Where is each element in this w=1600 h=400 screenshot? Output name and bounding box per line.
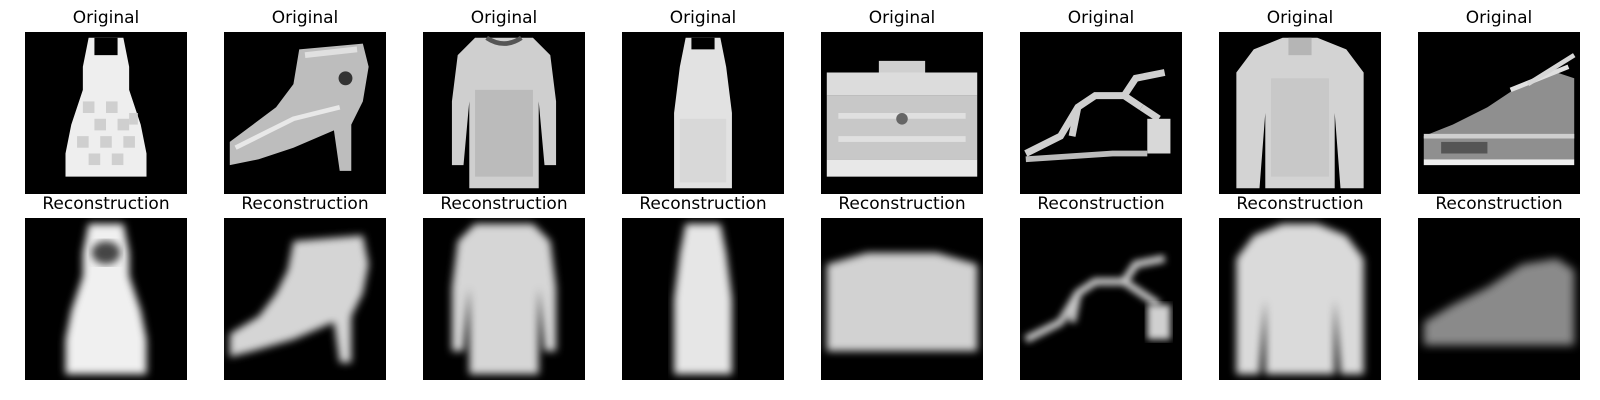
original-image-2: [224, 32, 386, 194]
bag-icon: [821, 218, 983, 380]
reconstruction-image-7: [1219, 218, 1381, 380]
long-dress-icon: [423, 218, 585, 380]
ankle-boot-icon: [224, 32, 386, 194]
title-reconstruction-7: Reconstruction: [1236, 194, 1364, 214]
pullover-icon: [1219, 218, 1381, 380]
dress-icon: [25, 32, 187, 194]
original-image-5: [821, 32, 983, 194]
reconstruction-image-2: [224, 218, 386, 380]
slim-dress-icon: [622, 32, 784, 194]
title-reconstruction-6: Reconstruction: [1037, 194, 1165, 214]
dress-icon: [25, 218, 187, 380]
original-image-1: [25, 32, 187, 194]
title-original-3: Original: [470, 8, 538, 28]
original-image-3: [423, 32, 585, 194]
long-dress-icon: [423, 32, 585, 194]
reconstruction-image-5: [821, 218, 983, 380]
title-reconstruction-1: Reconstruction: [42, 194, 170, 214]
title-reconstruction-2: Reconstruction: [241, 194, 369, 214]
original-image-6: [1020, 32, 1182, 194]
title-reconstruction-5: Reconstruction: [838, 194, 966, 214]
reconstruction-image-4: [622, 218, 784, 380]
ankle-boot-icon: [224, 218, 386, 380]
reconstruction-image-6: [1020, 218, 1182, 380]
title-original-1: Original: [72, 8, 140, 28]
title-original-8: Original: [1465, 8, 1533, 28]
title-reconstruction-8: Reconstruction: [1435, 194, 1563, 214]
bag-icon: [821, 32, 983, 194]
pullover-icon: [1219, 32, 1381, 194]
original-image-4: [622, 32, 784, 194]
reconstruction-image-1: [25, 218, 187, 380]
title-original-4: Original: [669, 8, 737, 28]
original-image-7: [1219, 32, 1381, 194]
slim-dress-icon: [622, 218, 784, 380]
title-original-6: Original: [1067, 8, 1135, 28]
sneaker-icon: [1418, 32, 1580, 194]
sandal-icon: [1020, 32, 1182, 194]
title-reconstruction-4: Reconstruction: [639, 194, 767, 214]
original-image-8: [1418, 32, 1580, 194]
reconstruction-image-8: [1418, 218, 1580, 380]
sneaker-icon: [1418, 218, 1580, 380]
title-original-5: Original: [868, 8, 936, 28]
title-reconstruction-3: Reconstruction: [440, 194, 568, 214]
title-original-2: Original: [271, 8, 339, 28]
title-original-7: Original: [1266, 8, 1334, 28]
sandal-icon: [1020, 218, 1182, 380]
reconstruction-image-3: [423, 218, 585, 380]
